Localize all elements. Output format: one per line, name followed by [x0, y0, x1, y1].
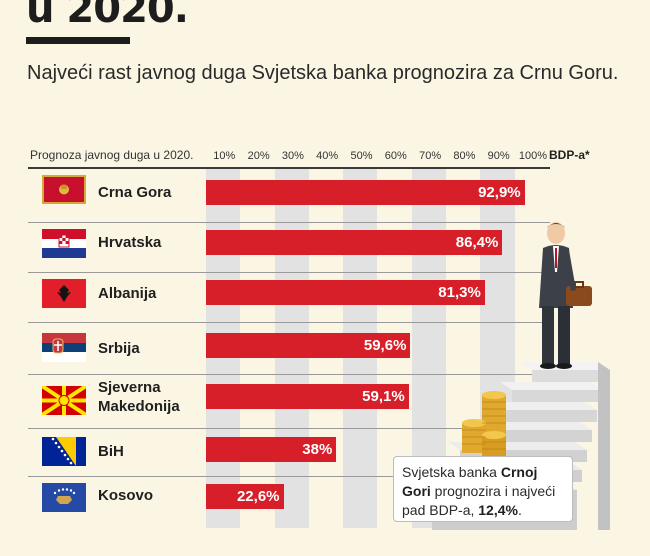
bar [206, 333, 411, 358]
flag-serbia-icon [42, 333, 86, 362]
row-separator [28, 428, 550, 429]
axis-tick-label: 90% [487, 150, 510, 162]
callout-middle: prognozira i najveći pad BDP-a, [402, 483, 556, 518]
unit-label: BDP-a* [549, 148, 590, 162]
axis-tick-label: 10% [213, 150, 236, 162]
category-label: Srbija [98, 340, 140, 357]
category-label: Hrvatska [98, 234, 162, 251]
axis-tick-label: 50% [350, 150, 373, 162]
flag-north-macedonia-icon [42, 386, 86, 415]
chart-title: Prognoza javnog duga u 2020. [30, 148, 194, 162]
bar [206, 180, 525, 205]
category-label: BiH [98, 443, 124, 460]
callout-suffix: . [517, 502, 522, 518]
flag-albania-icon [42, 279, 86, 308]
bar [206, 230, 503, 255]
callout-prefix: Svjetska banka [402, 464, 501, 480]
subtitle: Najveći rast javnog duga Svjetska banka … [27, 62, 619, 84]
flag-montenegro-icon [42, 175, 86, 204]
bar-value-label: 92,9% [478, 184, 521, 201]
category-label: Crna Gora [98, 184, 172, 201]
row-separator [28, 322, 550, 323]
flag-bih-icon [42, 437, 86, 466]
chart-top-rule [28, 167, 550, 169]
axis-tick-label: 20% [247, 150, 270, 162]
headline: u 2020. [26, 0, 189, 32]
axis-tick-label: 30% [281, 150, 304, 162]
callout-country: Crnoj Gori [402, 464, 538, 499]
axis-tick-label: 40% [316, 150, 339, 162]
bar-value-label: 38% [302, 441, 333, 458]
row-separator [28, 272, 550, 273]
bar [206, 437, 337, 462]
bar-value-label: 59,1% [362, 388, 405, 405]
callout-box: Svjetska banka Crnoj Gori prognozira i n… [393, 456, 573, 522]
bar-value-label: 22,6% [236, 488, 280, 505]
axis-tick-label: 70% [419, 150, 442, 162]
bar [206, 280, 485, 305]
axis-tick-label: 100% [518, 150, 548, 162]
category-label: Albanija [98, 285, 157, 302]
row-separator [28, 476, 550, 477]
row-separator [28, 374, 550, 375]
bar [206, 384, 409, 409]
category-label: Kosovo [98, 487, 154, 504]
coin-stack-icon [462, 391, 506, 461]
bar-value-label: 86,4% [455, 234, 499, 251]
row-separator [28, 222, 550, 223]
flag-kosovo-icon [42, 483, 86, 512]
bar [206, 484, 284, 509]
businessman-icon [539, 222, 592, 369]
axis-tick-label: 60% [384, 150, 407, 162]
category-label: Sjeverna Makedonija [98, 379, 180, 415]
callout-value: 12,4% [478, 502, 518, 518]
bar-value-label: 81,3% [438, 284, 481, 301]
headline-rule [26, 37, 130, 44]
flag-croatia-icon [42, 229, 86, 258]
axis-tick-label: 80% [453, 150, 476, 162]
bar-value-label: 59,6% [363, 337, 407, 354]
